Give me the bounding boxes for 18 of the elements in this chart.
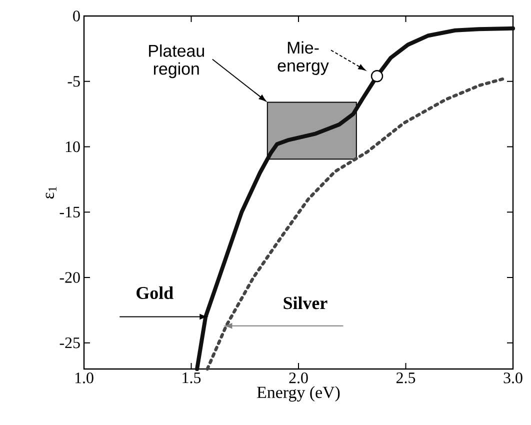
y-tick-label: -15 <box>60 206 80 218</box>
text: Gold <box>136 286 174 300</box>
y-tick-label: -25 <box>60 338 80 348</box>
x-tick-label: 1.5 <box>182 372 201 384</box>
y-tick-label: 10 <box>66 141 80 152</box>
y-axis-title: ε$_{1}$ <box>46 186 56 199</box>
band-label: Plateau region <box>149 44 204 78</box>
x-tick-label: 3.0 <box>504 372 522 384</box>
x-tick-label: 2.0 <box>289 372 308 384</box>
y-tick-label: -5 <box>68 76 80 87</box>
y-tick-label: -20 <box>60 272 80 283</box>
line-series <box>206 77 506 371</box>
series-label: Silver <box>284 296 328 310</box>
y-tick-label: 0 <box>73 10 80 22</box>
x-axis-title: Energy (eV) <box>257 386 340 402</box>
x-tick-label: 1.0 <box>75 372 94 384</box>
x-tick-label: 2.5 <box>396 372 416 384</box>
annotation: Mie-energy <box>278 41 329 75</box>
